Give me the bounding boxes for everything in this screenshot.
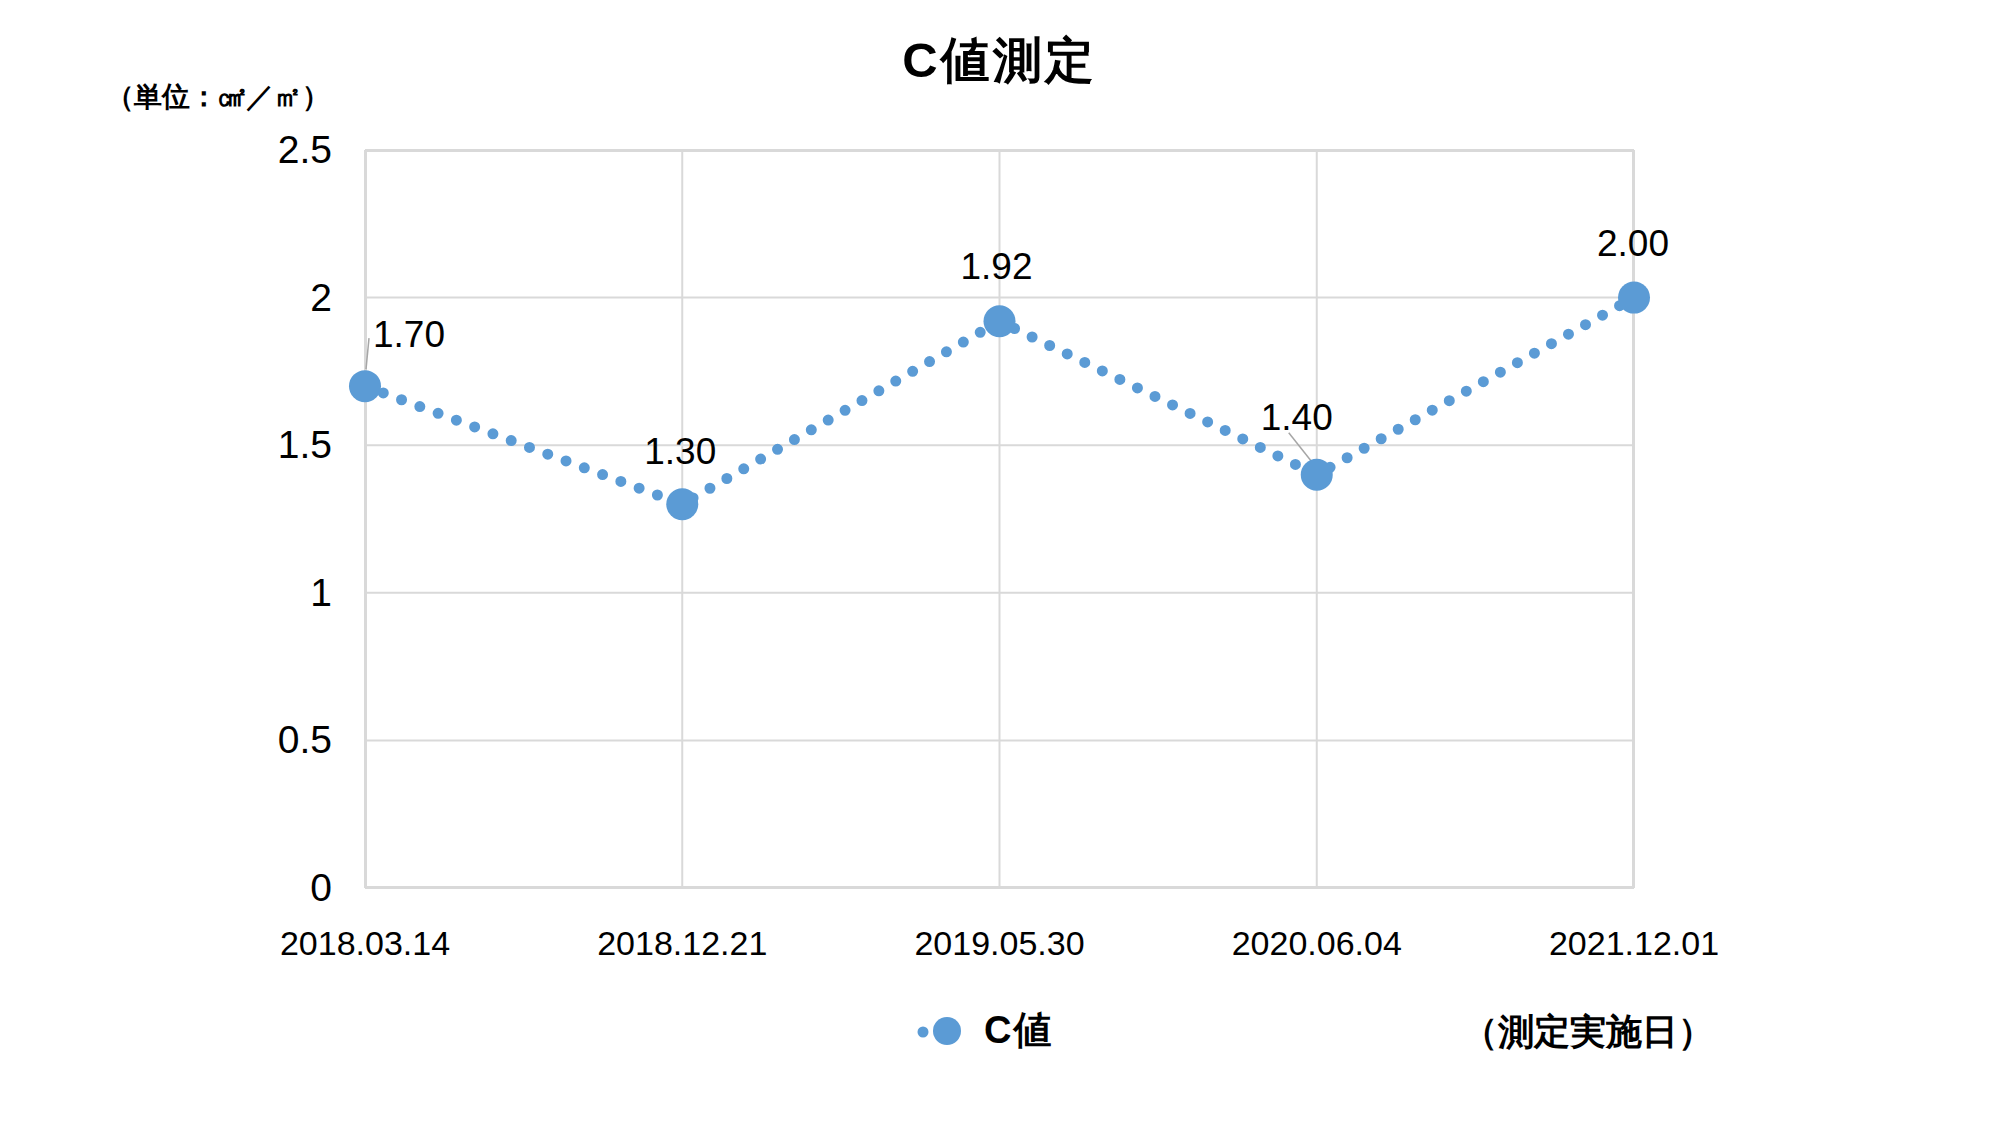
- chart-title: C値測定: [365, 28, 1634, 94]
- data-point-marker: [349, 370, 381, 402]
- y-tick-label: 0: [80, 864, 332, 912]
- plot-area: 1.701.301.921.402.00: [365, 150, 1634, 888]
- data-point-marker: [984, 305, 1016, 337]
- y-tick-label: 2: [80, 274, 332, 322]
- x-tick-label: 2020.06.04: [1147, 924, 1487, 963]
- data-label: 1.40: [1261, 397, 1333, 438]
- data-point-marker: [1618, 282, 1650, 314]
- data-point-marker: [1301, 459, 1333, 491]
- data-label: 1.70: [373, 314, 445, 355]
- x-tick-label: 2021.12.01: [1464, 924, 1804, 963]
- x-tick-label: 2018.12.21: [512, 924, 852, 963]
- legend-marker-icon: [916, 1013, 968, 1049]
- data-label: 2.00: [1597, 223, 1669, 264]
- y-tick-label: 0.5: [80, 716, 332, 764]
- data-label: 1.92: [960, 246, 1032, 287]
- y-axis-unit-label: （単位：㎠／㎡）: [106, 78, 330, 116]
- x-tick-label: 2018.03.14: [195, 924, 535, 963]
- y-tick-label: 1: [80, 569, 332, 617]
- y-tick-label: 1.5: [80, 421, 332, 469]
- x-axis-note: （測定実施日）: [1438, 1008, 1738, 1057]
- chart-canvas: C値測定 （単位：㎠／㎡） 1.70 1.30 1.92 1.40 2.00 2.5 2 1…: [0, 0, 1996, 1123]
- legend: C値: [916, 1005, 1053, 1056]
- x-tick-label: 2019.05.30: [830, 924, 1170, 963]
- y-tick-label: 2.5: [80, 126, 332, 174]
- legend-label: C値: [984, 1005, 1053, 1056]
- data-label: 1.30: [644, 431, 716, 472]
- data-point-marker: [666, 488, 698, 520]
